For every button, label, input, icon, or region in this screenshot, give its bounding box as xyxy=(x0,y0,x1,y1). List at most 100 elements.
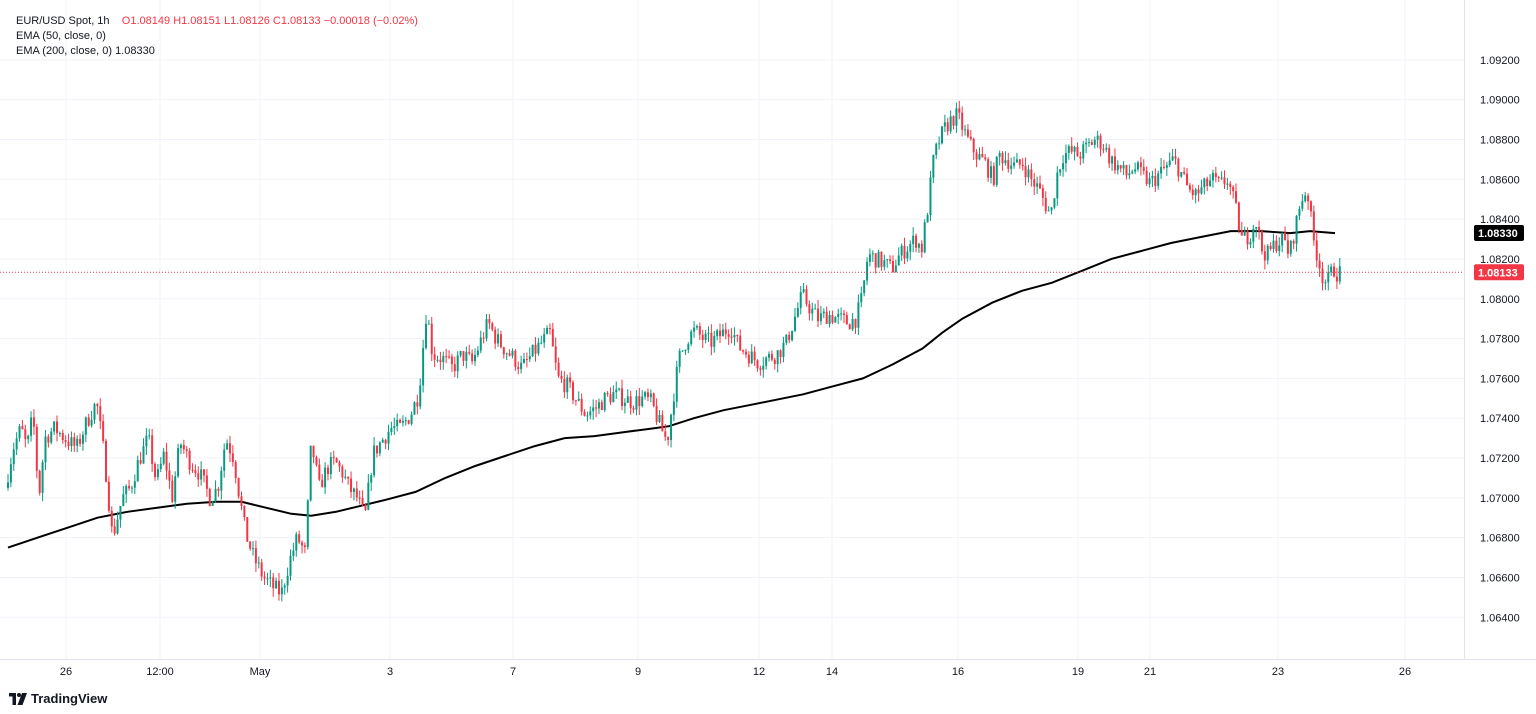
candle xyxy=(1214,166,1217,183)
candle xyxy=(358,490,361,505)
candle-body xyxy=(742,350,745,352)
candle-body xyxy=(79,438,82,444)
candle xyxy=(1292,239,1295,250)
candles-layer xyxy=(7,100,1341,602)
candle xyxy=(1281,232,1284,253)
candle-body xyxy=(24,429,27,440)
candle xyxy=(736,334,739,343)
candle xyxy=(107,476,110,513)
candle xyxy=(315,455,318,467)
candle-body xyxy=(174,476,177,502)
candle xyxy=(482,332,485,344)
candle xyxy=(67,433,70,451)
candle xyxy=(695,324,698,331)
candle xyxy=(41,459,44,502)
candle xyxy=(214,480,217,504)
candle xyxy=(99,398,102,430)
candle xyxy=(1217,175,1220,183)
candle-body xyxy=(768,353,771,358)
candle xyxy=(871,250,874,262)
candle-body xyxy=(1214,173,1217,178)
candle xyxy=(1056,166,1059,206)
price-tick-label: 1.07600 xyxy=(1480,373,1520,385)
candle-body xyxy=(1286,240,1289,254)
candle-body xyxy=(894,265,897,273)
candle-body xyxy=(107,481,110,511)
time-axis[interactable]: 26 12:00 May 3 7 9 12 14 16 19 21 23 26 xyxy=(60,666,1411,678)
candle xyxy=(1324,279,1327,291)
candle-body xyxy=(831,314,834,323)
candle-body xyxy=(909,244,912,252)
legend-ema200-row[interactable]: EMA (200, close, 0) 1.08330 xyxy=(16,44,418,59)
legend-symbol[interactable]: EUR/USD Spot, 1h xyxy=(16,15,110,27)
candle xyxy=(1243,226,1246,237)
candle-body xyxy=(456,355,459,372)
candle xyxy=(1007,152,1010,173)
candle xyxy=(531,344,534,358)
candle-body xyxy=(381,439,384,443)
candle xyxy=(1309,200,1312,217)
candle xyxy=(497,328,500,347)
candle-body xyxy=(361,497,364,505)
candle-body xyxy=(1171,156,1174,161)
candle xyxy=(880,251,883,271)
candle xyxy=(670,413,673,448)
candle-body xyxy=(814,308,817,310)
candle-body xyxy=(822,311,825,314)
candle-body xyxy=(485,319,488,339)
candle-body xyxy=(283,585,286,588)
candle xyxy=(1004,151,1007,166)
candle-body xyxy=(840,313,843,315)
candle-body xyxy=(151,435,154,464)
candle-body xyxy=(548,327,551,329)
candle xyxy=(70,431,73,452)
candle xyxy=(698,322,701,340)
candle-body xyxy=(1013,162,1016,166)
candle-body xyxy=(1312,211,1315,241)
candle-body xyxy=(1056,172,1059,199)
candle xyxy=(154,461,157,481)
candle-body xyxy=(989,166,992,178)
candle-body xyxy=(396,419,399,427)
candle xyxy=(105,438,108,483)
candle xyxy=(58,431,61,437)
candle-body xyxy=(891,260,894,273)
candle xyxy=(1171,148,1174,162)
candle-body xyxy=(237,478,240,497)
candle xyxy=(661,410,664,432)
candle-body xyxy=(223,449,226,471)
candle xyxy=(1312,205,1315,246)
candle-body xyxy=(1307,195,1310,202)
candle-body xyxy=(1243,231,1246,236)
candle xyxy=(1125,164,1128,180)
tradingview-brand[interactable]: TradingView xyxy=(9,691,107,706)
candle-body xyxy=(1105,147,1108,150)
candle xyxy=(217,487,220,497)
candle-body xyxy=(171,480,174,502)
candle xyxy=(805,285,808,307)
candle-body xyxy=(234,462,237,479)
candle xyxy=(762,357,765,378)
candle xyxy=(1027,164,1030,183)
candle-body xyxy=(93,404,96,420)
candle xyxy=(1165,161,1168,177)
candle xyxy=(162,447,165,466)
candle xyxy=(900,243,903,261)
legend-change: −0.00018 (−0.02%) xyxy=(323,15,418,27)
candle xyxy=(453,356,456,378)
price-axis[interactable]: 1.09200 1.09000 1.08800 1.08600 1.08400 1.082… xyxy=(1480,55,1520,624)
candle-body xyxy=(177,448,180,477)
candle xyxy=(1015,152,1018,163)
candle xyxy=(577,391,580,402)
candle xyxy=(759,365,762,376)
candle-body xyxy=(266,578,269,580)
candle-body xyxy=(442,356,445,363)
legend-ema50-row[interactable]: EMA (50, close, 0) xyxy=(16,29,418,44)
candle-body xyxy=(1102,149,1105,151)
candle xyxy=(1168,152,1171,168)
candle-body xyxy=(81,434,84,444)
candle-body xyxy=(21,426,24,430)
candle xyxy=(1338,257,1341,285)
candle xyxy=(1209,174,1212,187)
